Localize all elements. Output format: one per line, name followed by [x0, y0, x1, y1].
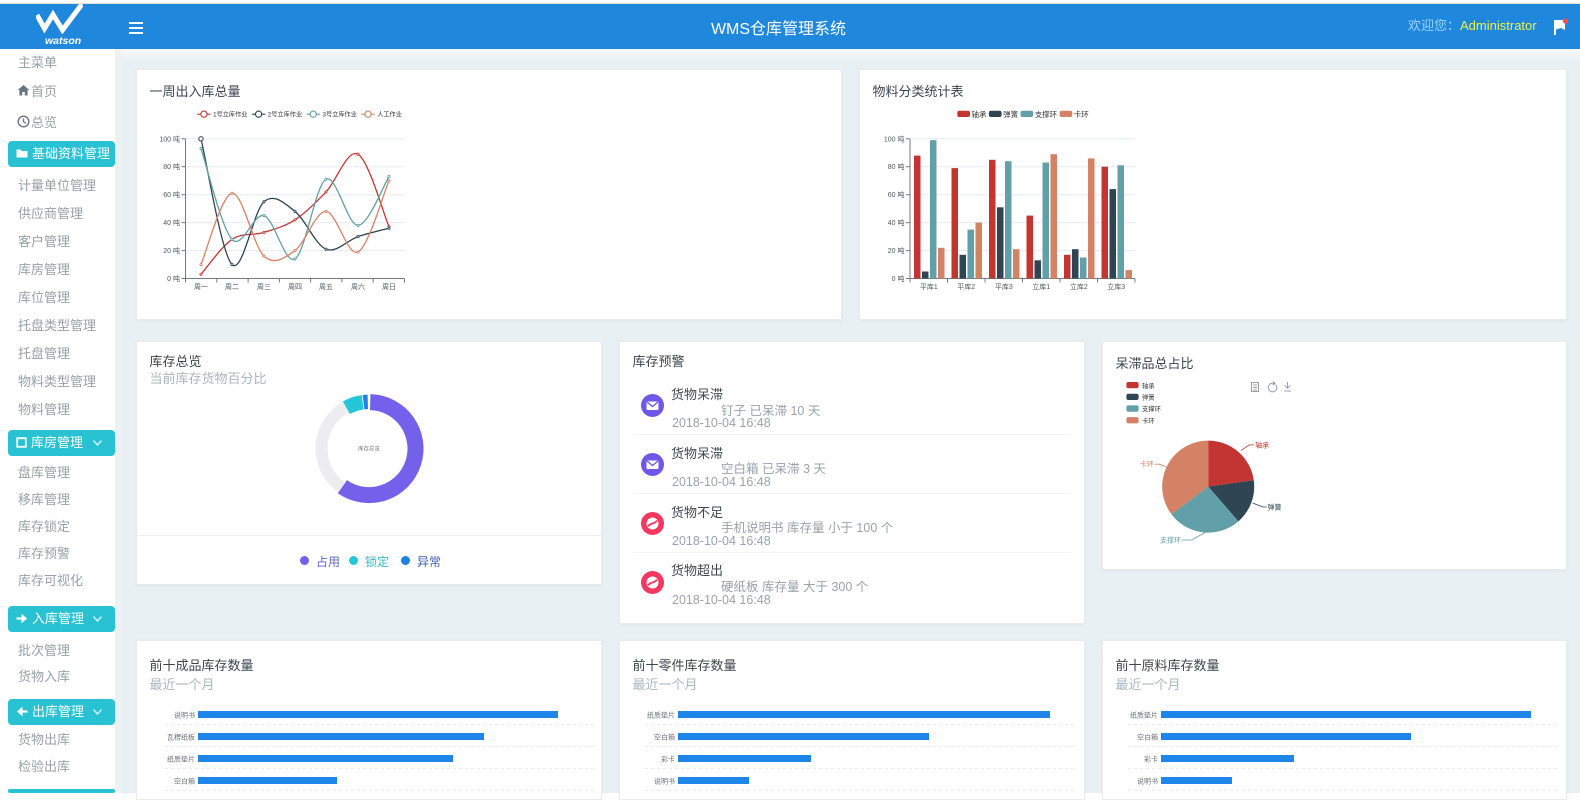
svg-text:周六: 周六: [351, 282, 365, 291]
svg-text:彩卡: 彩卡: [1144, 755, 1158, 764]
svg-text:80 吨: 80 吨: [163, 162, 180, 171]
svg-text:说明书: 说明书: [174, 711, 195, 720]
svg-text:弹簧: 弹簧: [1268, 503, 1282, 512]
svg-text:弹簧: 弹簧: [1003, 109, 1019, 119]
svg-text:卡环: 卡环: [1142, 416, 1155, 425]
svg-text:卡环: 卡环: [1074, 109, 1089, 119]
svg-text:支撑环: 支撑环: [1160, 536, 1181, 545]
svg-text:3号立库作业: 3号立库作业: [323, 110, 357, 118]
svg-text:周日: 周日: [382, 283, 396, 291]
svg-text:空白箱: 空白箱: [1137, 733, 1158, 742]
svg-text:支撑环: 支撑环: [1035, 109, 1058, 119]
svg-text:0 吨: 0 吨: [892, 274, 905, 283]
svg-text:人工作业: 人工作业: [377, 110, 402, 118]
svg-text:40 吨: 40 吨: [888, 218, 905, 227]
svg-text:说明书: 说明书: [1137, 777, 1158, 786]
svg-text:空白箱: 空白箱: [174, 777, 195, 786]
svg-text:100 吨: 100 吨: [884, 134, 905, 143]
svg-text:轴承: 轴承: [1255, 440, 1269, 449]
svg-text:纸质垫片: 纸质垫片: [647, 711, 675, 720]
svg-text:周三: 周三: [257, 283, 271, 291]
svg-text:纸质垫片: 纸质垫片: [1130, 711, 1158, 720]
svg-text:80 吨: 80 吨: [888, 162, 905, 171]
svg-text:100 吨: 100 吨: [159, 134, 180, 143]
svg-text:瓦楞纸板: 瓦楞纸板: [167, 733, 195, 742]
svg-text:空白箱: 空白箱: [654, 733, 675, 742]
svg-text:20 吨: 20 吨: [163, 246, 180, 255]
svg-text:纸质垫片: 纸质垫片: [167, 755, 195, 764]
svg-text:轴承: 轴承: [1142, 381, 1155, 390]
svg-text:说明书: 说明书: [654, 777, 675, 786]
svg-text:0 吨: 0 吨: [167, 274, 180, 283]
svg-text:40 吨: 40 吨: [163, 218, 180, 227]
svg-text:1号立库作业: 1号立库作业: [213, 110, 247, 118]
svg-text:支撑环: 支撑环: [1142, 404, 1161, 413]
svg-text:弹簧: 弹簧: [1142, 393, 1155, 402]
svg-text:20 吨: 20 吨: [888, 246, 905, 255]
svg-text:立库2: 立库2: [1070, 282, 1088, 291]
svg-text:轴承: 轴承: [972, 109, 987, 119]
svg-text:60 吨: 60 吨: [163, 190, 180, 199]
svg-text:立库1: 立库1: [1032, 282, 1050, 291]
svg-text:平库1: 平库1: [920, 282, 938, 291]
svg-text:卡环: 卡环: [1140, 460, 1154, 469]
svg-text:彩卡: 彩卡: [661, 755, 675, 764]
svg-text:平库3: 平库3: [995, 282, 1013, 291]
svg-text:周一: 周一: [194, 283, 208, 291]
svg-text:立库3: 立库3: [1107, 282, 1125, 291]
svg-text:周五: 周五: [319, 283, 333, 291]
svg-text:库存总览: 库存总览: [358, 445, 381, 453]
svg-text:平库2: 平库2: [957, 282, 975, 291]
svg-text:周二: 周二: [225, 283, 239, 291]
svg-text:60 吨: 60 吨: [888, 190, 905, 199]
svg-text:周四: 周四: [288, 283, 302, 291]
svg-text:2号立库作业: 2号立库作业: [268, 110, 302, 118]
